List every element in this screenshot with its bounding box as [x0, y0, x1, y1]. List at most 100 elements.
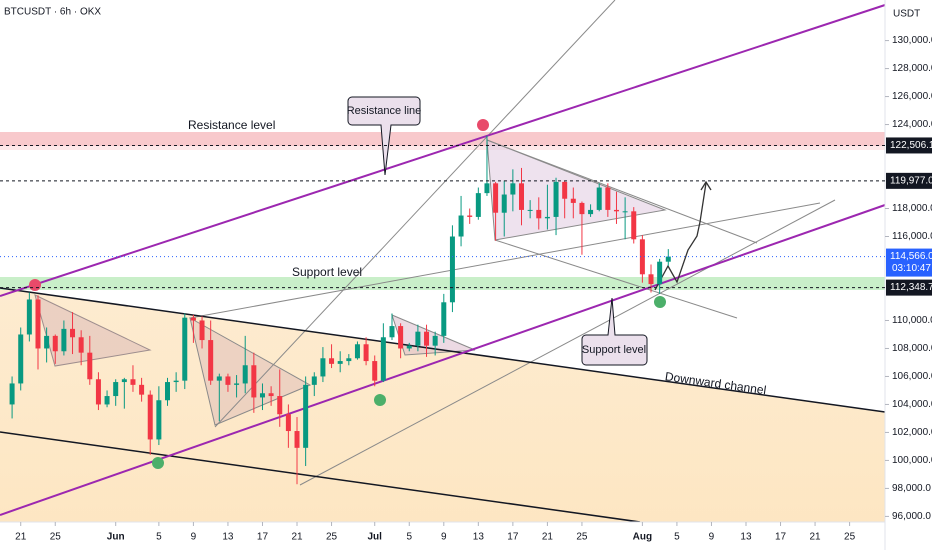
- candle-body: [199, 320, 205, 341]
- candle-body: [285, 414, 291, 432]
- y-tick-label: 110,000.0: [892, 315, 932, 326]
- purple-line: [0, 204, 886, 516]
- price-label: 119,977.0: [890, 175, 932, 186]
- candle-body: [121, 379, 127, 383]
- trend-line: [214, 0, 616, 428]
- candle-body: [277, 396, 283, 415]
- y-tick-label: 108,000.0: [892, 343, 932, 354]
- x-tick-label: 25: [326, 532, 338, 543]
- candle-body: [95, 379, 101, 405]
- candle-body: [372, 361, 378, 381]
- candle-body: [562, 181, 568, 199]
- last-price-box: [886, 248, 932, 277]
- candle-body: [639, 239, 645, 275]
- candle-body: [398, 326, 404, 349]
- candle-body: [303, 384, 309, 448]
- candle-body: [44, 335, 50, 349]
- candle-body: [9, 383, 15, 405]
- y-tick-label: 118,000.0: [892, 203, 932, 214]
- x-tick-label: 13: [740, 532, 752, 543]
- candle-body: [458, 215, 464, 237]
- projection-arrow: [700, 180, 712, 191]
- y-tick-label: 96,000.0: [892, 511, 931, 522]
- x-tick-label: 17: [507, 532, 519, 543]
- x-tick-label: 21: [15, 532, 27, 543]
- currency: USDT: [893, 9, 920, 20]
- green-dot: [152, 457, 164, 469]
- candle-body: [52, 335, 58, 352]
- candle-body: [61, 328, 67, 352]
- candle-body: [156, 400, 162, 440]
- candle-body: [657, 261, 663, 285]
- candle-body: [173, 380, 179, 383]
- zone-label: Support level: [292, 265, 362, 279]
- candle-body: [337, 361, 343, 364]
- price-label: 122,506.1: [890, 140, 932, 151]
- candle-body: [441, 302, 447, 336]
- price-label-box: [886, 137, 932, 154]
- y-tick-label: 100,000.0: [892, 455, 932, 466]
- candle-body: [570, 198, 576, 203]
- candle-body: [320, 358, 326, 377]
- x-tick-label: 5: [674, 532, 680, 543]
- candle-body: [475, 193, 481, 217]
- x-tick-label: 25: [844, 532, 856, 543]
- candle-body: [190, 317, 196, 321]
- candle-body: [665, 256, 671, 262]
- candle-body: [18, 334, 24, 384]
- candle-body: [389, 326, 395, 338]
- projection-path: [654, 182, 707, 291]
- candle-body: [648, 274, 654, 285]
- candle-body: [354, 344, 360, 359]
- candle-body: [234, 383, 240, 385]
- candle-body: [415, 331, 421, 346]
- last-price-label: 114,566.0: [890, 251, 932, 262]
- candle-body: [87, 352, 93, 380]
- y-tick-label: 104,000.0: [892, 399, 932, 410]
- green-dot: [654, 296, 666, 308]
- channel-bottom: [0, 431, 641, 523]
- chart-title: BTCUSDT · 6h · OKX: [4, 7, 101, 18]
- callout-box: [347, 96, 421, 176]
- candle-body: [449, 236, 455, 303]
- candle-body: [596, 187, 602, 210]
- candle-body: [493, 183, 499, 213]
- candle-body: [622, 211, 628, 213]
- y-tick-label: 124,000.0: [892, 119, 932, 130]
- y-tick-label: 106,000.0: [892, 371, 932, 382]
- support-zone: [0, 277, 885, 290]
- x-tick-label: 17: [775, 532, 787, 543]
- red-dot: [477, 119, 489, 131]
- drawings: [0, 0, 886, 523]
- candle-body: [104, 396, 110, 405]
- x-tick-label: 21: [810, 532, 822, 543]
- candle-body: [406, 345, 412, 349]
- y-tick-label: 102,000.0: [892, 427, 932, 438]
- countdown: 03:10:47: [892, 263, 931, 274]
- x-tick-label: 13: [473, 532, 485, 543]
- y-tick-label: 128,000.0: [892, 63, 932, 74]
- candle-body: [78, 337, 84, 353]
- candle-body: [432, 335, 438, 346]
- candle-body: [242, 365, 248, 384]
- callout-label: Support level: [582, 344, 646, 356]
- candle-body: [588, 209, 594, 215]
- candle-body: [631, 211, 637, 240]
- candle-body: [259, 393, 265, 398]
- zone-label: Resistance level: [188, 118, 275, 132]
- candle-body: [553, 181, 559, 217]
- candle-body: [294, 431, 300, 448]
- candle-body: [147, 394, 153, 440]
- price-label-box: [886, 172, 932, 189]
- y-tick-label: 116,000.0: [892, 231, 932, 242]
- candle-body: [329, 358, 335, 364]
- candle-body: [484, 183, 490, 194]
- trend-line: [494, 239, 738, 319]
- candle-body: [613, 209, 619, 212]
- candle-body: [519, 183, 525, 210]
- candle-body: [424, 331, 430, 346]
- axes: 96,000.0 98,000.0 100,000.0 102,000.0 104,00…: [0, 35, 932, 543]
- candle-body: [225, 376, 231, 385]
- x-tick-label: 5: [156, 532, 162, 543]
- candle-body: [182, 317, 188, 381]
